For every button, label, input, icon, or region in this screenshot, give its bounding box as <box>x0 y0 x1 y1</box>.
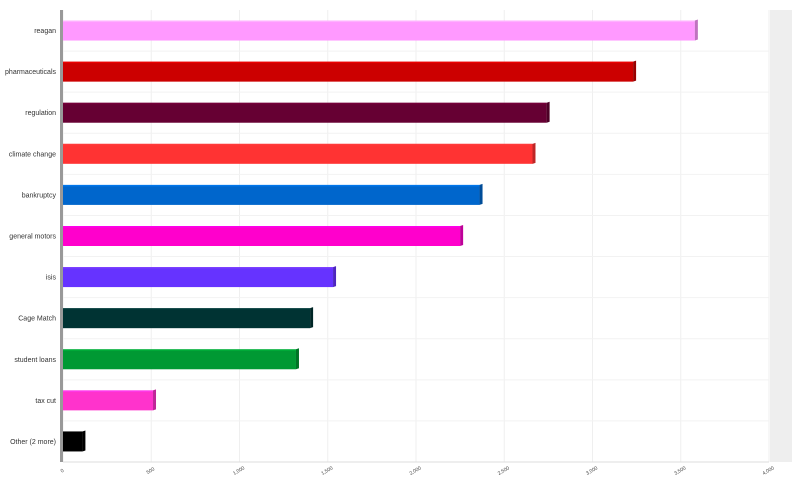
bar-end-cap <box>546 101 550 123</box>
category-label: student loans <box>14 357 56 364</box>
bar-highlight <box>63 184 480 187</box>
grid <box>62 10 770 462</box>
axis-wall <box>60 10 63 462</box>
category-label: reagan <box>34 28 56 35</box>
bar-end-cap <box>333 266 337 288</box>
bar-end-cap <box>479 183 483 205</box>
bar-face <box>63 102 547 123</box>
category-label: Other (2 more) <box>10 439 56 446</box>
category-label: regulation <box>25 110 56 117</box>
bar-face <box>63 143 533 164</box>
bar-face <box>63 390 154 411</box>
y-axis <box>60 10 769 463</box>
bar-end-cap <box>694 19 698 41</box>
x-tick-label: 1,000 <box>232 465 246 477</box>
category-labels: reagan pharmaceuticals regulation climate c… <box>5 28 56 446</box>
bar-end-cap <box>295 348 299 370</box>
bar-face <box>63 431 83 452</box>
bars <box>63 19 698 452</box>
bar-end-cap <box>532 142 536 164</box>
bar-face <box>63 61 634 82</box>
bar-highlight <box>63 20 695 23</box>
x-tick-label: 2,500 <box>497 465 511 477</box>
bar-highlight <box>63 102 547 105</box>
category-label: tax cut <box>35 398 56 405</box>
right-scroll-panel <box>770 10 792 462</box>
bar <box>63 430 86 452</box>
category-label: climate change <box>9 151 56 158</box>
bar-end-cap <box>460 225 464 246</box>
category-label: isis <box>46 275 57 282</box>
bar-highlight <box>63 308 311 310</box>
bar-end-cap <box>310 307 314 329</box>
bar-face <box>63 267 334 288</box>
bar <box>63 183 483 205</box>
bar-face <box>63 308 311 329</box>
bar <box>63 225 464 246</box>
bar-face <box>63 349 296 370</box>
x-tick-label: 3,000 <box>585 465 599 477</box>
bar <box>63 389 157 411</box>
x-tick-label: 1,500 <box>320 465 334 477</box>
bar <box>63 307 314 329</box>
category-label: general motors <box>9 234 56 241</box>
x-tick-label: 4,000 <box>762 465 776 477</box>
bar-highlight <box>63 349 296 351</box>
category-label: Cage Match <box>18 316 56 323</box>
x-tick-label: 500 <box>146 466 156 475</box>
bar <box>63 266 337 288</box>
bar-end-cap <box>82 430 86 452</box>
category-label: pharmaceuticals <box>5 69 56 76</box>
x-tick-label: 0 <box>60 468 66 475</box>
x-tick-labels: 0 500 1,000 1,500 2,000 2,500 3,000 3,500 4,000 <box>60 465 776 477</box>
bar <box>63 19 698 41</box>
bar-highlight <box>63 143 533 146</box>
bar-face <box>63 226 461 246</box>
bar-highlight <box>63 390 154 392</box>
bar-highlight <box>63 61 634 64</box>
bar-end-cap <box>153 389 157 411</box>
bar-end-cap <box>633 60 637 82</box>
bar <box>63 348 299 370</box>
x-tick-label: 3,500 <box>673 465 687 477</box>
bar-face <box>63 184 480 205</box>
bar-highlight <box>63 267 334 269</box>
bar <box>63 142 536 164</box>
bar-highlight <box>63 226 461 228</box>
bar-face <box>63 20 695 41</box>
x-tick-label: 2,000 <box>409 465 423 477</box>
bar-highlight <box>63 431 83 433</box>
bar <box>63 101 550 123</box>
category-label: bankruptcy <box>22 192 57 199</box>
bar <box>63 60 637 82</box>
